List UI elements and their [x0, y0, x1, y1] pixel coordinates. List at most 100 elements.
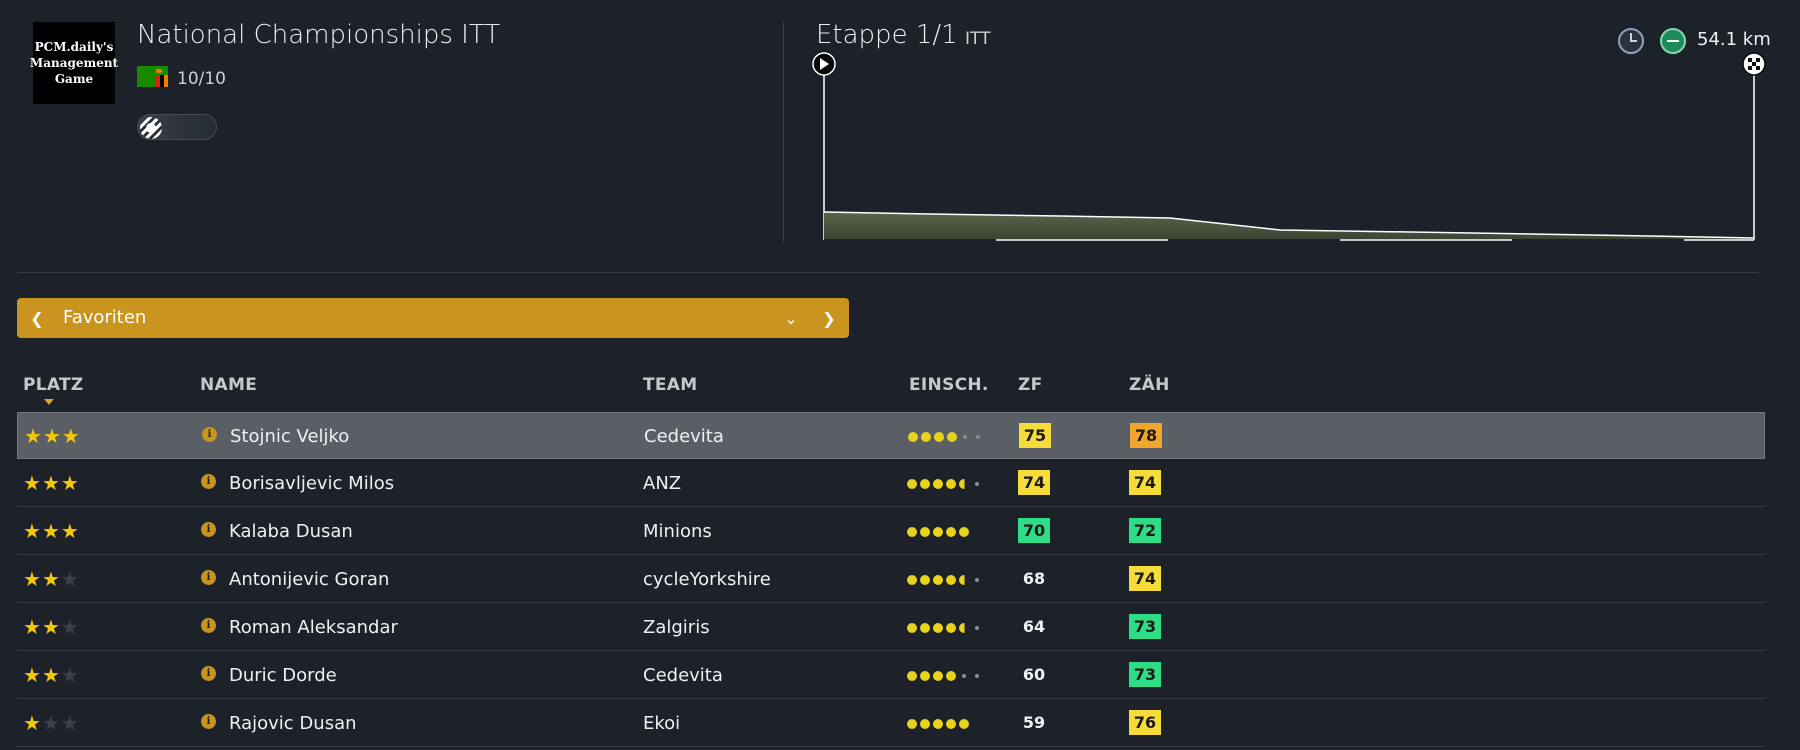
info-icon[interactable]: i — [202, 427, 217, 442]
rider-name[interactable]: Antonijevic Goran — [229, 569, 390, 590]
table-row[interactable]: ★★★ i Rajovic Dusan Ekoi 59 76 — [17, 700, 1765, 747]
estimate-dot — [933, 527, 943, 537]
star-icon: ★ — [41, 663, 61, 687]
star-icon: ★ — [60, 615, 80, 639]
estimate-dot — [946, 623, 956, 633]
profile-line — [823, 211, 1755, 239]
star-icon: ★ — [42, 424, 62, 448]
rider-name[interactable]: Borisavljevic Milos — [229, 473, 395, 494]
estimate-dots — [907, 718, 969, 730]
chevron-left-icon[interactable]: ❮ — [30, 308, 44, 328]
estimate-dots — [907, 574, 982, 586]
rider-team: Ekoi — [643, 713, 681, 734]
finish-flag-icon — [1742, 52, 1766, 76]
rating-stars: ★★★ — [23, 472, 80, 494]
chevron-down-icon[interactable]: ⌄ — [784, 308, 798, 328]
stat-zf: 75 — [1019, 423, 1051, 448]
estimate-dots — [907, 526, 969, 538]
estimate-dot — [933, 719, 943, 729]
stat-zf: 60 — [1022, 665, 1046, 684]
info-icon[interactable]: i — [201, 618, 216, 633]
star-icon: ★ — [23, 615, 42, 639]
column-header-einsch[interactable]: EINSCH. — [909, 375, 989, 395]
info-icon[interactable]: i — [201, 522, 216, 537]
rider-team: Cedevita — [644, 426, 724, 447]
rider-name[interactable]: Duric Dorde — [229, 665, 337, 686]
star-icon: ★ — [23, 519, 42, 543]
estimate-dot — [907, 527, 917, 537]
race-title: National Championships ITT — [137, 20, 501, 50]
star-icon: ★ — [60, 711, 80, 735]
stat-zah: 74 — [1129, 470, 1161, 495]
rating-stars: ★★★ — [23, 568, 80, 590]
estimate-dot — [907, 719, 917, 729]
stat-zah: 72 — [1129, 518, 1161, 543]
estimate-dot — [908, 432, 918, 442]
stage-type: ITT — [965, 29, 991, 49]
stat-zf: 70 — [1018, 518, 1050, 543]
info-icon[interactable]: i — [201, 666, 216, 681]
estimate-dot — [907, 575, 917, 585]
info-icon[interactable]: i — [201, 570, 216, 585]
stat-zf: 59 — [1022, 713, 1046, 732]
filter-label[interactable]: Favoriten — [63, 307, 147, 328]
start-marker-icon — [812, 52, 836, 76]
estimate-dot — [959, 719, 969, 729]
logo-line-3: Game — [54, 72, 94, 86]
star-icon: ★ — [60, 519, 80, 543]
game-logo: PCM.daily's Management Game — [29, 22, 119, 104]
estimate-dot — [907, 671, 917, 681]
column-header-team[interactable]: TEAM — [643, 375, 698, 395]
info-icon[interactable]: i — [201, 474, 216, 489]
star-icon: ★ — [60, 567, 80, 591]
estimate-dot — [907, 623, 917, 633]
star-icon: ★ — [61, 424, 81, 448]
table-row[interactable]: ★★★ i Kalaba Dusan Minions 70 72 — [17, 508, 1765, 555]
logo-line-2: Management — [29, 56, 119, 70]
column-header-zah[interactable]: ZÄH — [1129, 375, 1170, 395]
star-icon: ★ — [23, 663, 42, 687]
estimate-dot — [920, 719, 930, 729]
stage-distance: 54.1 km — [1697, 29, 1771, 50]
weather-sun-icon — [137, 114, 217, 140]
rider-name[interactable]: Roman Aleksandar — [229, 617, 398, 638]
rating-stars: ★★★ — [23, 712, 80, 734]
estimate-dot — [933, 671, 943, 681]
estimate-dot — [921, 432, 931, 442]
table-row[interactable]: ★★★ i Borisavljevic Milos ANZ 74 74 — [17, 460, 1765, 507]
estimate-dot — [946, 671, 956, 681]
chevron-right-icon[interactable]: ❯ — [822, 308, 836, 328]
info-icon[interactable]: i — [201, 714, 216, 729]
rider-team: Zalgiris — [643, 617, 710, 638]
clock-icon — [1618, 28, 1644, 54]
header-divider — [783, 22, 784, 242]
estimate-dots — [907, 622, 982, 634]
flat-profile-icon — [1660, 28, 1686, 54]
estimate-dot — [959, 527, 969, 537]
estimate-dot — [907, 479, 917, 489]
estimate-dot — [920, 527, 930, 537]
estimate-dot — [975, 482, 979, 486]
stat-zah: 76 — [1129, 710, 1161, 735]
stat-zah: 78 — [1130, 423, 1162, 448]
estimate-dot — [933, 479, 943, 489]
table-row[interactable]: ★★★ i Stojnic Veljko Cedevita 75 78 — [17, 412, 1765, 459]
rider-filter-bar: ❮ Favoriten ⌄ ❯ — [17, 298, 849, 338]
stage-profile-chart — [812, 52, 1766, 241]
rating-stars: ★★★ — [24, 425, 81, 447]
rider-name[interactable]: Kalaba Dusan — [229, 521, 353, 542]
rider-name[interactable]: Rajovic Dusan — [229, 713, 357, 734]
table-row[interactable]: ★★★ i Duric Dorde Cedevita 60 73 — [17, 652, 1765, 699]
rider-team: cycleYorkshire — [643, 569, 771, 590]
column-header-platz[interactable]: PLATZ — [23, 375, 84, 395]
rider-name[interactable]: Stojnic Veljko — [230, 426, 350, 447]
table-row[interactable]: ★★★ i Antonijevic Goran cycleYorkshire 68 74 — [17, 556, 1765, 603]
rating-stars: ★★★ — [23, 664, 80, 686]
column-header-zf[interactable]: ZF — [1018, 375, 1043, 395]
estimate-dots — [907, 478, 982, 490]
table-row[interactable]: ★★★ i Roman Aleksandar Zalgiris 64 73 — [17, 604, 1765, 651]
rider-team: Minions — [643, 521, 712, 542]
estimate-dot — [976, 435, 980, 439]
star-icon: ★ — [23, 711, 42, 735]
column-header-name[interactable]: NAME — [200, 375, 258, 395]
